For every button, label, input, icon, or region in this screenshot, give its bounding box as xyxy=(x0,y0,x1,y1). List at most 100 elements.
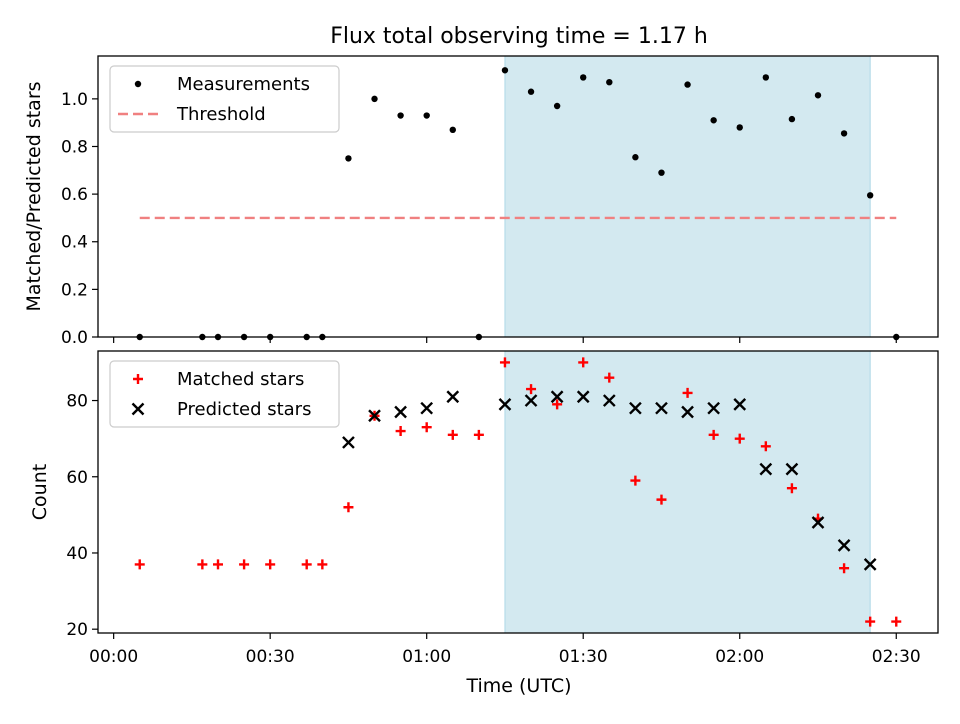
matched-stars-point xyxy=(197,559,208,570)
predicted-stars-point xyxy=(524,394,538,407)
matched-stars-point xyxy=(734,433,745,444)
y-tick-label: 0.2 xyxy=(61,280,88,300)
x-tick-label: 00:00 xyxy=(89,647,138,667)
legend: Measurements Threshold xyxy=(109,65,340,133)
predicted-stars-point xyxy=(863,558,877,571)
legend-predicted-marker xyxy=(131,402,145,416)
matched-stars-point xyxy=(134,559,145,570)
predicted-stars-point xyxy=(759,462,773,476)
measurement-point xyxy=(762,74,770,81)
legend-label: Measurements xyxy=(177,74,310,95)
matched-stars-point xyxy=(447,429,458,440)
measurement-point xyxy=(371,95,378,103)
matched-stars-point xyxy=(421,422,432,433)
matched-stars-point xyxy=(213,559,223,570)
matched-stars-point xyxy=(682,387,693,398)
matched-stars-point xyxy=(301,559,312,570)
y-tick-label: 80 xyxy=(66,392,88,412)
measurement-point xyxy=(553,102,561,110)
ratio-panel: 0.0 0.2 0.4 0.6 0.8 1.0 Matched/Predicted star… xyxy=(23,55,939,348)
predicted-stars-point xyxy=(837,539,851,552)
x-tick-label: 01:00 xyxy=(402,647,451,667)
predicted-stars-point xyxy=(394,405,407,419)
matched-stars-point xyxy=(865,616,876,627)
count-panel: 20 40 60 80 00:00 00:30 01:00 01:30 02:00 02:30 Co… xyxy=(29,350,939,667)
matched-stars-point xyxy=(473,429,484,440)
measurement-point xyxy=(449,126,456,134)
matched-stars-point xyxy=(708,429,719,440)
matched-stars-point xyxy=(839,563,850,574)
observing-span-shade xyxy=(504,55,871,338)
measurement-point xyxy=(710,117,717,124)
y-tick-label: 0.8 xyxy=(61,137,88,157)
x-tick-label: 02:00 xyxy=(715,647,764,667)
matched-stars-point xyxy=(786,483,797,494)
matched-stars-point xyxy=(499,357,510,368)
predicted-stars-point xyxy=(681,405,694,419)
x-axis-label: Time (UTC) xyxy=(465,675,571,697)
matched-stars-point xyxy=(317,559,328,570)
x-tick-label: 01:30 xyxy=(559,647,608,667)
matched-stars-point xyxy=(656,494,667,505)
y-tick-label: 40 xyxy=(66,544,88,564)
axes-frame xyxy=(97,55,939,338)
matched-stars-point xyxy=(578,357,589,368)
measurement-point xyxy=(632,154,639,161)
measurement-point xyxy=(814,92,822,99)
predicted-stars-point xyxy=(342,436,355,449)
y-tick-label: 0.4 xyxy=(61,233,88,253)
y-tick-label: 20 xyxy=(66,620,88,640)
measurement-point xyxy=(423,112,430,119)
legend-matched-marker xyxy=(133,374,143,384)
predicted-stars-point xyxy=(629,401,642,415)
legend-label: Predicted stars xyxy=(177,399,311,420)
measurement-point xyxy=(345,155,352,162)
predicted-stars-point xyxy=(368,409,381,423)
y-tick-label: 1.0 xyxy=(61,90,88,110)
legend-box xyxy=(109,360,340,428)
measurement-point xyxy=(788,115,796,123)
predicted-stars-point xyxy=(498,398,512,411)
y-tick-label: 0.0 xyxy=(61,328,88,348)
predicted-stars-point xyxy=(602,394,616,407)
matched-stars-point xyxy=(760,441,771,452)
measurement-point xyxy=(397,112,404,119)
observing-span-shade xyxy=(504,350,871,634)
matched-stars-point xyxy=(395,426,406,437)
predicted-stars-point xyxy=(576,390,590,404)
y-axis-label: Matched/Predicted stars xyxy=(23,81,45,311)
axes-frame xyxy=(97,350,939,634)
measurement-point xyxy=(606,78,613,86)
chart-title: Flux total observing time = 1.17 h xyxy=(330,24,708,49)
predicted-stars-point xyxy=(733,398,747,411)
y-tick-label: 60 xyxy=(66,468,88,488)
predicted-stars-point xyxy=(550,390,564,404)
matched-stars-point xyxy=(343,502,354,513)
matched-stars-point xyxy=(552,399,563,410)
measurement-point xyxy=(684,81,691,88)
matched-stars-point xyxy=(265,559,276,570)
matched-stars-point xyxy=(604,372,615,383)
x-tick-label: 00:30 xyxy=(246,647,295,667)
legend-label: Threshold xyxy=(176,104,266,125)
matched-stars-point xyxy=(630,475,641,486)
measurement-point xyxy=(840,130,848,137)
predicted-stars-point xyxy=(785,462,799,476)
y-tick-label: 0.6 xyxy=(61,185,88,205)
matched-stars-point xyxy=(526,384,537,395)
legend-label: Matched stars xyxy=(177,369,304,390)
predicted-stars-point xyxy=(811,516,825,529)
predicted-stars-point xyxy=(420,401,434,415)
matched-stars-point xyxy=(891,616,902,627)
y-axis-label: Count xyxy=(29,464,51,520)
measurement-point xyxy=(527,88,535,95)
predicted-stars-point xyxy=(446,390,460,404)
matched-stars-point xyxy=(239,559,250,570)
measurement-point xyxy=(580,74,587,81)
predicted-stars-point xyxy=(707,401,721,415)
predicted-stars-point xyxy=(655,401,668,415)
legend-measurement-marker xyxy=(134,80,142,88)
measurement-point xyxy=(736,124,743,131)
